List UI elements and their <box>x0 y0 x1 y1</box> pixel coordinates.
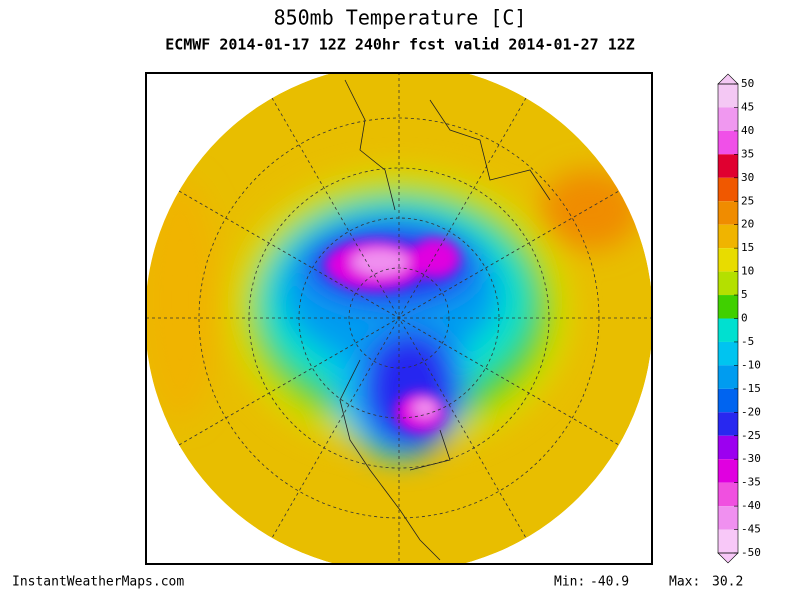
colorbar-segment <box>718 388 738 413</box>
max-value: 30.2 <box>712 575 743 590</box>
colorbar-tick-label: -20 <box>741 405 761 418</box>
colorbar-tick-label: 50 <box>741 77 754 90</box>
colorbar-segment <box>718 107 738 131</box>
colorbar-tick-label: -30 <box>741 452 761 465</box>
colorbar-segment <box>718 224 738 249</box>
colorbar-segment <box>718 177 738 202</box>
colorbar-tick-label: 40 <box>741 124 754 137</box>
colorbar-tick-label: -5 <box>741 335 754 348</box>
colorbar-tick-label: 15 <box>741 241 754 254</box>
colorbar-tick-label: 35 <box>741 147 754 160</box>
map <box>146 73 652 564</box>
colorbar-tick-label: 5 <box>741 288 748 301</box>
colorbar-segment <box>718 84 738 108</box>
colorbar-tick-label: 10 <box>741 265 754 278</box>
colorbar-tick-label: -10 <box>741 358 761 371</box>
colorbar-segment <box>718 201 738 225</box>
colorbar-segment <box>718 529 738 553</box>
colorbar-tick-label: -40 <box>741 499 761 512</box>
colorbar-tick-label: -25 <box>741 429 761 442</box>
graticule <box>146 73 652 564</box>
map-frame <box>145 72 653 565</box>
colorbar-segment <box>718 130 738 155</box>
colorbar-segment <box>718 154 738 178</box>
min-label: Min: <box>554 575 585 590</box>
colorbar-tick-label: 0 <box>741 312 748 325</box>
colorbar-segment <box>718 506 738 530</box>
colorbar-tick-label: 25 <box>741 194 754 207</box>
colorbar-tick-label: 30 <box>741 171 754 184</box>
title: 850mb Temperature [C] <box>274 6 527 30</box>
colorbar-segment <box>718 341 738 366</box>
colorbar-segment <box>718 318 738 342</box>
min-value: -40.9 <box>590 575 629 590</box>
colorbar-segment <box>718 435 738 460</box>
colorbar-segment <box>718 412 738 436</box>
colorbar-segment <box>718 459 738 483</box>
colorbar-segment <box>718 365 738 389</box>
colorbar-segment <box>718 295 738 319</box>
colorbar-bottom-cap <box>717 552 739 564</box>
colorbar-tick-label: -45 <box>741 523 761 536</box>
subtitle: ECMWF 2014-01-17 12Z 240hr fcst valid 20… <box>165 36 635 54</box>
source-label: InstantWeatherMaps.com <box>12 575 184 590</box>
colorbar-tick-label: -50 <box>741 546 761 559</box>
colorbar-segment <box>718 482 738 507</box>
colorbar-top-cap <box>717 73 739 85</box>
colorbar-tick-label: 45 <box>741 100 754 113</box>
coastlines <box>339 79 551 561</box>
colorbar-segment <box>718 248 738 272</box>
colorbar-tick-label: 20 <box>741 218 754 231</box>
colorbar-tick-label: -35 <box>741 476 761 489</box>
colorbar-tick-label: -15 <box>741 382 761 395</box>
colorbar: 50454035302520151050-5-10-15-20-25-30-35… <box>717 73 761 564</box>
colorbar-segment <box>718 271 738 296</box>
max-label: Max: <box>669 575 700 590</box>
